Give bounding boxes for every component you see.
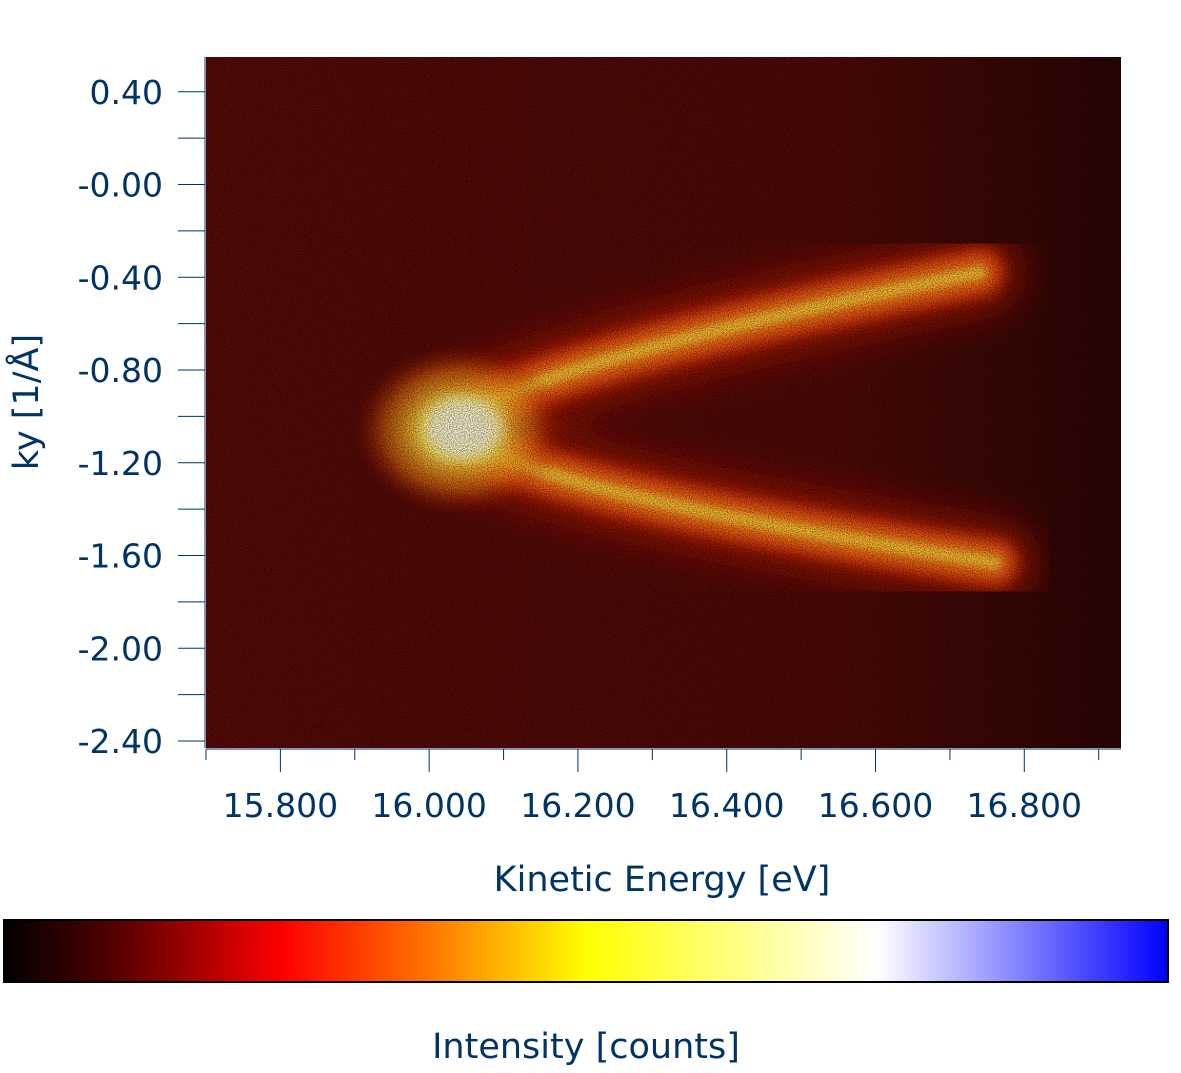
x-tick-label: 15.800 [223,786,338,825]
x-tick-label: 16.200 [520,786,635,825]
colorbar [3,919,1169,983]
x-ticks: 15.800 16.000 16.200 16.400 16.600 16.800 [205,749,1100,825]
x-tick-label: 16.400 [669,786,784,825]
heatmap-noise [206,57,1121,748]
y-tick-label: -2.00 [78,629,163,668]
x-tick-label: 16.800 [967,786,1082,825]
axes: 0.40-0.00-0.40-0.80-1.20-1.60-2.00-2.40 … [78,57,1121,825]
x-tick-label: 16.600 [818,786,933,825]
y-tick-label: -0.40 [78,258,163,297]
heatmap-image [206,57,1121,748]
y-tick-label: -0.00 [78,166,163,205]
y-tick-label: -1.60 [78,537,163,576]
y-tick-label: 0.40 [90,73,163,112]
y-tick-label: -1.20 [78,444,163,483]
y-ticks: 0.40 -0.00 -0.40 -0.80 -1.20 -1.60 -2.00 -2.40 [78,73,205,761]
y-tick-label: -2.40 [78,722,163,761]
x-axis-label: Kinetic Energy [eV] [494,860,831,900]
y-tick-label: -0.80 [78,351,163,390]
x-tick-label: 16.000 [371,786,486,825]
y-axis-label: ky [1/Å] [4,334,47,470]
colorbar-label: Intensity [counts] [432,1027,740,1067]
